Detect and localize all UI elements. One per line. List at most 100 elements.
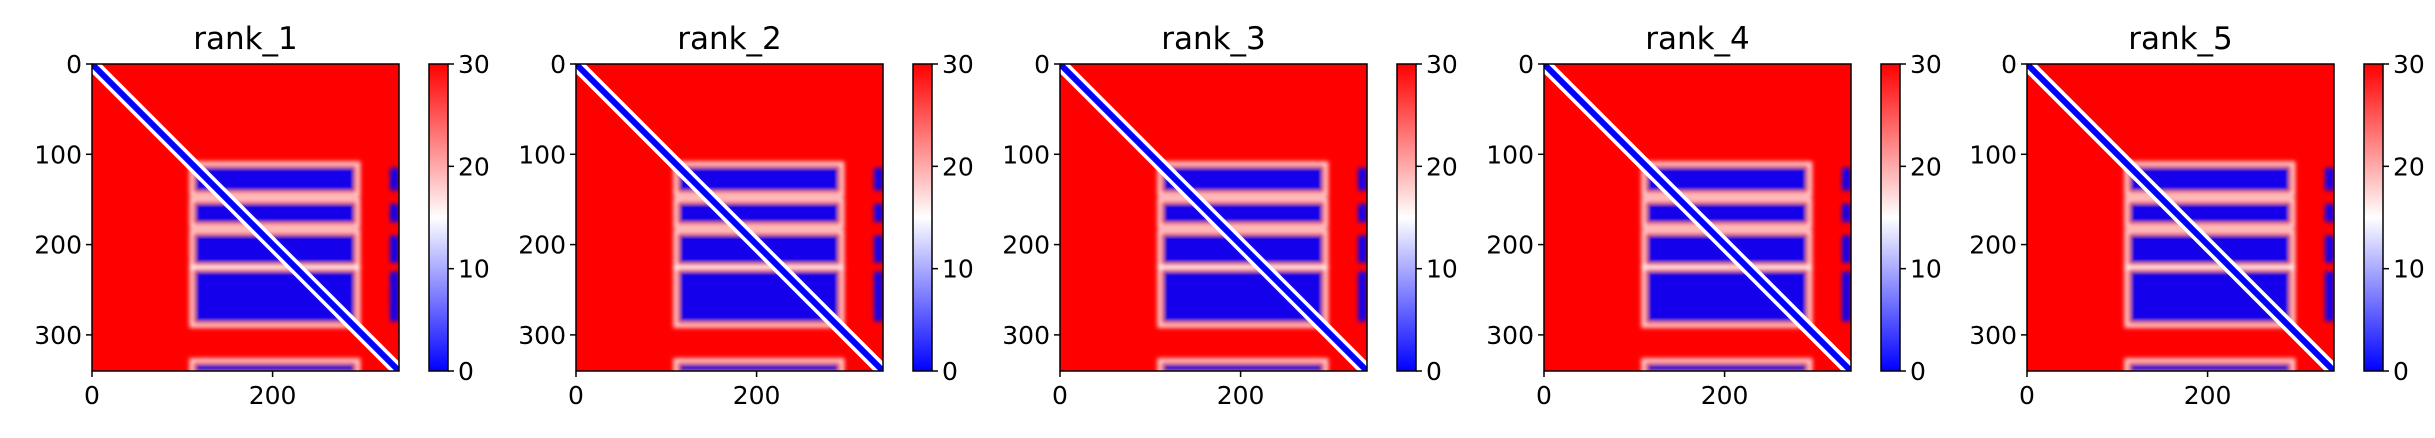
colorbar-frame xyxy=(1880,63,1901,372)
block-halo xyxy=(189,358,361,371)
low-error-block xyxy=(2324,167,2334,191)
block-halo xyxy=(1157,197,1329,229)
axes-frame xyxy=(1543,63,1852,372)
low-error-block xyxy=(2324,235,2334,263)
low-error-block xyxy=(1357,271,1367,322)
y-tick-label: 300 xyxy=(1002,321,1050,350)
y-tick-label: 200 xyxy=(1002,231,1050,260)
colorbar-frame xyxy=(2363,63,2384,372)
low-error-block xyxy=(1647,364,1806,371)
low-error-block xyxy=(1163,203,1322,223)
colorbar-gradient xyxy=(429,64,448,371)
colorbar: 0 10 20 30 xyxy=(428,50,490,386)
heatmap-panel-1: rank_1 0 200 0 100 200 300 0 10 20 30 xyxy=(34,21,490,410)
low-error-block xyxy=(679,203,838,223)
low-error-block xyxy=(873,203,883,223)
block-halo xyxy=(1157,358,1329,371)
low-error-block xyxy=(2130,364,2289,371)
block-halo xyxy=(673,161,845,197)
colorbar-tick-label: 10 xyxy=(2393,255,2425,284)
low-error-block xyxy=(873,167,883,191)
colorbar-tick-label: 20 xyxy=(1426,152,1458,181)
x-tick-label: 0 xyxy=(1052,381,1068,410)
x-tick-label: 0 xyxy=(568,381,584,410)
colorbar-tick-label: 10 xyxy=(1426,255,1458,284)
low-error-block xyxy=(1357,167,1367,191)
heatmap-image xyxy=(1544,64,1851,371)
y-tick-label: 300 xyxy=(1969,321,2017,350)
low-error-block xyxy=(1841,235,1851,263)
panel-title: rank_3 xyxy=(1161,21,1266,57)
diagonal-band xyxy=(92,64,399,371)
low-error-block xyxy=(195,364,354,371)
y-tick-label: 200 xyxy=(34,231,82,260)
low-error-block xyxy=(1163,364,1322,371)
colorbar-tick-label: 0 xyxy=(942,357,958,386)
block-halo xyxy=(1157,161,1329,197)
heatmap-panel-3: rank_3 0 200 0 100 200 300 0 10 20 30 xyxy=(1002,21,1458,410)
colorbar-gradient xyxy=(1881,64,1900,371)
block-halo xyxy=(2124,358,2296,371)
y-tick-label: 0 xyxy=(66,50,82,79)
heatmap-image xyxy=(2027,64,2334,371)
block-halo xyxy=(673,197,845,229)
axes-frame xyxy=(91,63,400,372)
colorbar-tick-label: 30 xyxy=(1910,50,1942,79)
colorbar-frame xyxy=(1396,63,1417,372)
colorbar-frame xyxy=(912,63,933,372)
y-tick-label: 0 xyxy=(2001,50,2017,79)
diagonal-band xyxy=(2027,64,2334,371)
low-error-block xyxy=(1841,203,1851,223)
colorbar-tick-label: 20 xyxy=(1910,152,1942,181)
block-halo xyxy=(1641,197,1813,229)
diagonal-band xyxy=(1544,64,1851,371)
colorbar: 0 10 20 30 xyxy=(1880,50,1942,386)
x-tick-label: 200 xyxy=(1217,381,1265,410)
low-error-block xyxy=(389,203,399,223)
x-tick-label: 200 xyxy=(733,381,781,410)
low-error-block xyxy=(1647,203,1806,223)
low-error-block xyxy=(1647,167,1806,191)
y-tick-label: 100 xyxy=(1002,140,1050,169)
heatmap-image xyxy=(92,64,399,371)
block-halo xyxy=(2124,197,2296,229)
colorbar-tick-label: 0 xyxy=(1910,357,1926,386)
colorbar-tick-label: 30 xyxy=(458,50,490,79)
colorbar-gradient xyxy=(1397,64,1416,371)
low-error-block xyxy=(2324,271,2334,322)
y-tick-label: 0 xyxy=(1034,50,1050,79)
heatmap-panel-2: rank_2 0 200 0 100 200 300 0 10 20 30 xyxy=(518,21,974,410)
low-error-block xyxy=(679,167,838,191)
diagonal-band xyxy=(576,64,883,371)
heatmap-image xyxy=(1060,64,1367,371)
colorbar-tick-label: 0 xyxy=(458,357,474,386)
colorbar-gradient xyxy=(913,64,932,371)
block-halo xyxy=(2124,161,2296,197)
y-tick-label: 300 xyxy=(34,321,82,350)
colorbar-tick-label: 10 xyxy=(1910,255,1942,284)
x-tick-label: 0 xyxy=(84,381,100,410)
colorbar: 0 10 20 30 xyxy=(912,50,974,386)
colorbar-tick-label: 20 xyxy=(2393,152,2425,181)
low-error-block xyxy=(1841,167,1851,191)
axes-frame xyxy=(2026,63,2335,372)
y-tick-label: 100 xyxy=(1969,140,2017,169)
axes-frame xyxy=(1059,63,1368,372)
y-tick-label: 100 xyxy=(34,140,82,169)
low-error-block xyxy=(1357,235,1367,263)
block-halo xyxy=(673,265,845,328)
colorbar-tick-label: 20 xyxy=(942,152,974,181)
colorbar-tick-label: 20 xyxy=(458,152,490,181)
colorbar-tick-label: 0 xyxy=(1426,357,1442,386)
colorbar-frame xyxy=(428,63,449,372)
low-error-block xyxy=(389,271,399,322)
y-tick-label: 100 xyxy=(518,140,566,169)
axes-frame xyxy=(575,63,884,372)
heatmap-image xyxy=(576,64,883,371)
low-error-block xyxy=(389,167,399,191)
y-tick-label: 200 xyxy=(518,231,566,260)
colorbar-tick-label: 30 xyxy=(2393,50,2425,79)
colorbar-tick-label: 10 xyxy=(942,255,974,284)
